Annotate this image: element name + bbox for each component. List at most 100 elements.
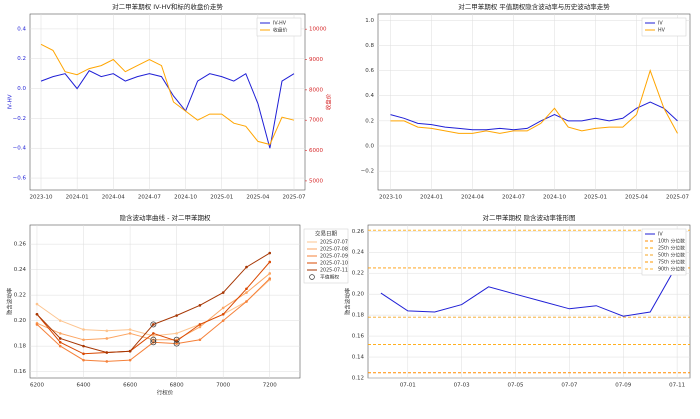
point [175, 314, 178, 317]
point [245, 300, 248, 303]
x-tick-label: 7200 [263, 383, 277, 389]
y-tick-label: 0.6 [365, 68, 374, 74]
y-tick-label: 0.4 [365, 93, 374, 99]
legend-label: IV [658, 232, 663, 238]
legend-label: 2025-07-09 [320, 254, 348, 260]
x-tick-label: 2023-10 [30, 195, 53, 201]
y-tick-label: 0.26 [352, 229, 365, 235]
point [175, 342, 178, 345]
series-line [36, 279, 271, 337]
y-axis-label: IV-HV [8, 94, 14, 109]
point [152, 332, 155, 335]
legend-label: 75th 分位数 [658, 259, 685, 266]
legend-title: 交易日期 [315, 230, 338, 238]
y-tick-label: 0.18 [352, 313, 365, 319]
y-tick-label: 0.20 [14, 318, 27, 324]
point [58, 337, 62, 340]
point [221, 291, 225, 294]
x-tick-label: 6600 [123, 383, 137, 389]
legend-label: HV [658, 28, 666, 34]
point [35, 302, 39, 306]
point [221, 319, 225, 322]
y-axis-label: 隐含波动率 [344, 287, 352, 315]
y-tick-label: −0.4 [13, 146, 27, 152]
legend-label: 2025-07-11 [320, 268, 348, 274]
x-tick-label: 07-11 [669, 383, 685, 389]
series-line [40, 43, 295, 146]
point [82, 338, 85, 342]
point [221, 312, 225, 316]
chart-title: 隐含波动率曲线 - 对二甲苯期权 [120, 213, 211, 222]
atm-marker [150, 321, 157, 328]
legend-label: 10th 分位数 [658, 238, 685, 245]
series-line [380, 264, 678, 317]
x-tick-label: 7000 [216, 383, 230, 389]
atm-marker [173, 336, 180, 343]
point [128, 328, 132, 331]
point [198, 304, 202, 307]
chart-title: 对二甲苯期权 平值期权隐含波动率与历史波动率走势 [458, 2, 610, 11]
x-tick-label: 6800 [170, 383, 184, 389]
y-tick-label: −0.2 [361, 169, 374, 175]
x-tick-label: 07-03 [454, 383, 470, 389]
legend-label: 平值期权 [320, 274, 339, 281]
point [268, 277, 272, 280]
x-tick-label: 2023-10 [379, 195, 402, 201]
atm-marker [173, 340, 180, 347]
y-tick-label: 0.24 [14, 267, 27, 273]
y2-tick-label: 9000 [309, 57, 323, 63]
legend-label: 2025-07-08 [320, 247, 348, 253]
atm-marker [150, 336, 157, 343]
y2-tick-label: 8000 [309, 87, 323, 93]
x-tick-label: 2025-01 [584, 195, 607, 201]
x-tick-label: 2025-07 [283, 195, 306, 201]
y-tick-label: 0.0 [365, 144, 374, 150]
y-tick-label: 0.4 [17, 26, 26, 32]
legend-label: 25th 分位数 [658, 245, 685, 252]
x-tick-label: 07-07 [561, 383, 577, 389]
x-tick-label: 2025-07 [666, 195, 689, 201]
y-tick-label: 0.16 [14, 369, 27, 375]
series-line [390, 69, 678, 134]
legend-label: 90th 分位数 [658, 266, 685, 273]
point [58, 332, 62, 335]
point [105, 337, 109, 340]
chart-title: 对二甲苯期权 IV-HV和标的收盘价走势 [112, 2, 223, 11]
series-line [36, 273, 271, 341]
point [58, 344, 62, 348]
point [82, 344, 85, 348]
point [268, 251, 272, 255]
point [82, 328, 85, 331]
point [268, 260, 272, 264]
atm-marker [150, 339, 157, 346]
x-tick-label: 6400 [77, 383, 91, 389]
x-tick-label: 2025-01 [210, 195, 233, 201]
x-tick-label: 2025-04 [625, 195, 648, 201]
point [105, 360, 109, 363]
point [128, 349, 132, 353]
x-tick-label: 2024-10 [174, 195, 197, 201]
y-tick-label: 0.8 [365, 43, 374, 49]
y-tick-label: 0.12 [352, 376, 364, 382]
plot-frame [377, 13, 691, 191]
plot-frame [29, 224, 301, 379]
legend-label: IV-HV [273, 21, 287, 27]
point [82, 358, 85, 362]
y-tick-label: 0.2 [17, 56, 26, 62]
point [221, 306, 225, 310]
x-tick-label: 07-09 [615, 383, 631, 389]
y-tick-label: 0.14 [352, 355, 365, 361]
y-tick-label: 0.24 [352, 250, 365, 256]
legend-label: 50th 分位数 [658, 252, 685, 259]
legend-box [641, 228, 687, 276]
y2-tick-label: 6000 [309, 148, 323, 154]
point [245, 265, 248, 269]
point [198, 338, 202, 342]
x-tick-label: 2025-04 [246, 195, 269, 201]
x-tick-label: 07-05 [508, 383, 524, 389]
point [105, 329, 109, 333]
point [35, 323, 39, 326]
y-tick-label: −0.6 [13, 176, 27, 182]
point [152, 323, 155, 326]
